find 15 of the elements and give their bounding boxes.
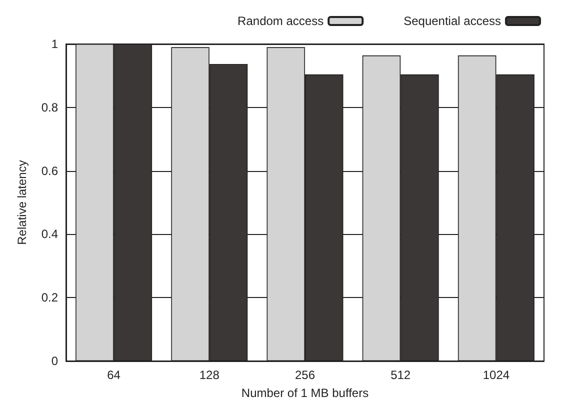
x-tick-label: 128: [199, 368, 220, 382]
x-tick-label: 1024: [482, 368, 510, 382]
y-tick-label: 0.2: [41, 290, 58, 305]
y-axis-title: Relative latency: [15, 160, 29, 245]
y-tick-label: 0: [51, 354, 58, 368]
x-tick-label: 64: [107, 368, 121, 382]
x-tick-label: 256: [294, 368, 316, 382]
y-tick-label: 0.6: [41, 164, 58, 178]
y-tick-label: 0.8: [41, 100, 58, 114]
legend-label: Sequential access: [404, 14, 501, 28]
x-axis-title: Number of 1 MB buffers: [241, 386, 369, 400]
legend-label: Random access: [238, 14, 324, 28]
y-tick-label: 1: [51, 37, 58, 51]
y-tick-label: 0.4: [41, 227, 58, 242]
x-tick-label: 512: [390, 368, 411, 382]
